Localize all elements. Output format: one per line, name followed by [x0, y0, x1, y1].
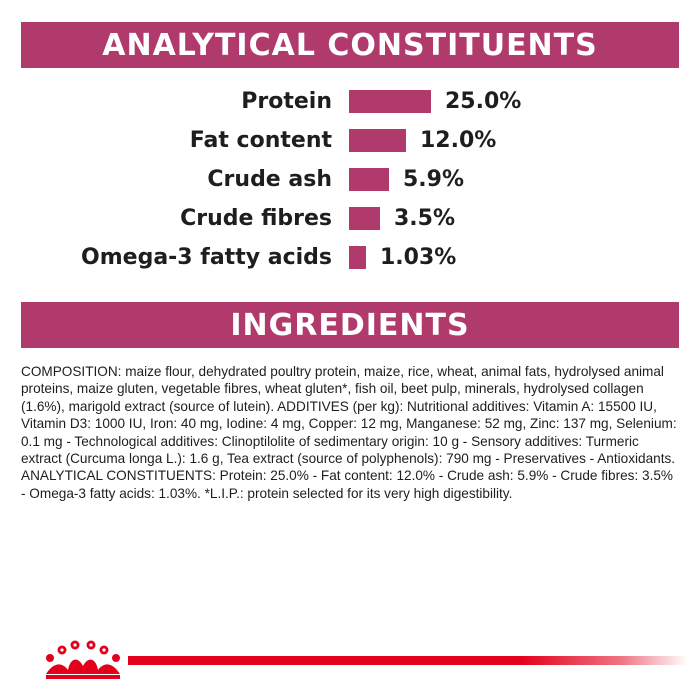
- ingredients-banner: INGREDIENTS: [21, 302, 679, 348]
- royal-canin-crown-icon: [46, 640, 120, 679]
- constituent-bar: [349, 129, 406, 152]
- constituent-row-crude-ash: Crude ash 5.9%: [0, 165, 700, 195]
- footer: [0, 640, 700, 680]
- constituent-value: 1.03%: [380, 245, 457, 270]
- footer-red-line: [128, 656, 688, 665]
- constituent-value: 25.0%: [445, 89, 522, 114]
- constituent-label: Fat content: [189, 128, 332, 153]
- constituent-row-crude-fibres: Crude fibres 3.5%: [0, 204, 700, 234]
- constituent-value: 12.0%: [420, 128, 497, 153]
- analytical-constituents-banner: ANALYTICAL CONSTITUENTS: [21, 22, 679, 68]
- constituent-label: Crude fibres: [180, 206, 332, 231]
- constituent-label: Omega-3 fatty acids: [81, 245, 332, 270]
- analytical-constituents-title: ANALYTICAL CONSTITUENTS: [102, 27, 598, 63]
- constituent-row-protein: Protein 25.0%: [0, 87, 700, 117]
- constituent-value: 3.5%: [394, 206, 456, 231]
- constituent-row-omega-3: Omega-3 fatty acids 1.03%: [0, 243, 700, 273]
- constituent-label: Protein: [241, 89, 332, 114]
- constituent-bar: [349, 207, 380, 230]
- constituent-bar: [349, 168, 389, 191]
- constituent-row-fat-content: Fat content 12.0%: [0, 126, 700, 156]
- constituent-bar: [349, 90, 431, 113]
- constituent-label: Crude ash: [207, 167, 332, 192]
- constituent-bar: [349, 246, 366, 269]
- constituent-value: 5.9%: [403, 167, 465, 192]
- ingredients-title: INGREDIENTS: [230, 307, 470, 343]
- ingredients-composition-text: COMPOSITION: maize flour, dehydrated pou…: [21, 364, 677, 501]
